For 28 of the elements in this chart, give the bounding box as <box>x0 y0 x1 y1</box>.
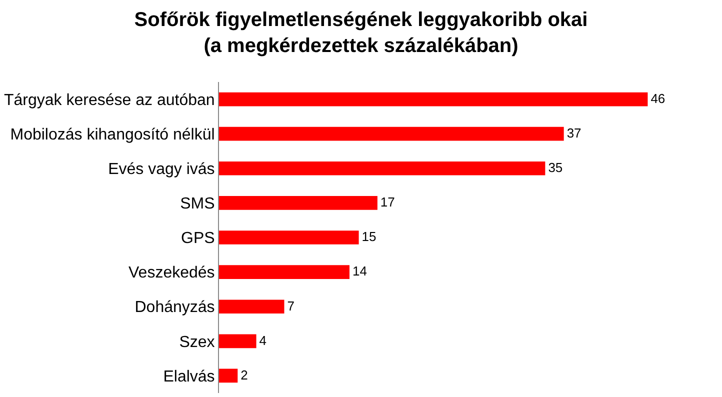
bar <box>219 230 359 244</box>
bar <box>219 334 256 348</box>
data-label: 15 <box>362 229 376 244</box>
bar <box>219 161 546 176</box>
data-label: 2 <box>240 367 248 382</box>
y-tick-label: Elalvás <box>163 368 215 386</box>
y-tick-label: Mobilozás kihangosító nélkül <box>10 126 215 144</box>
y-tick-label: Tárgyak keresése az autóban <box>4 92 215 109</box>
bar <box>219 300 284 314</box>
data-label: 14 <box>352 264 367 279</box>
data-label: 17 <box>380 194 395 210</box>
data-label: 35 <box>548 160 563 176</box>
y-tick-label: Dohányzás <box>134 299 215 316</box>
y-tick-label: Veszekedés <box>128 264 215 282</box>
data-label: 4 <box>259 332 267 348</box>
y-tick-label: Evés vagy ivás <box>108 160 215 178</box>
y-tick-label: Szex <box>179 334 215 351</box>
data-label: 46 <box>650 90 666 106</box>
data-label: 37 <box>566 125 582 140</box>
y-tick-label: SMS <box>180 196 215 213</box>
bar <box>219 126 564 141</box>
bar <box>219 368 238 383</box>
bar <box>219 265 350 279</box>
bar <box>219 196 378 210</box>
data-label: 7 <box>287 298 294 314</box>
bar <box>219 92 648 106</box>
y-tick-label: GPS <box>181 230 215 248</box>
chart-title: Sofőrök figyelmetlenségének leggyakoribb okai (a megkérdezettek százalékában) <box>134 8 588 57</box>
